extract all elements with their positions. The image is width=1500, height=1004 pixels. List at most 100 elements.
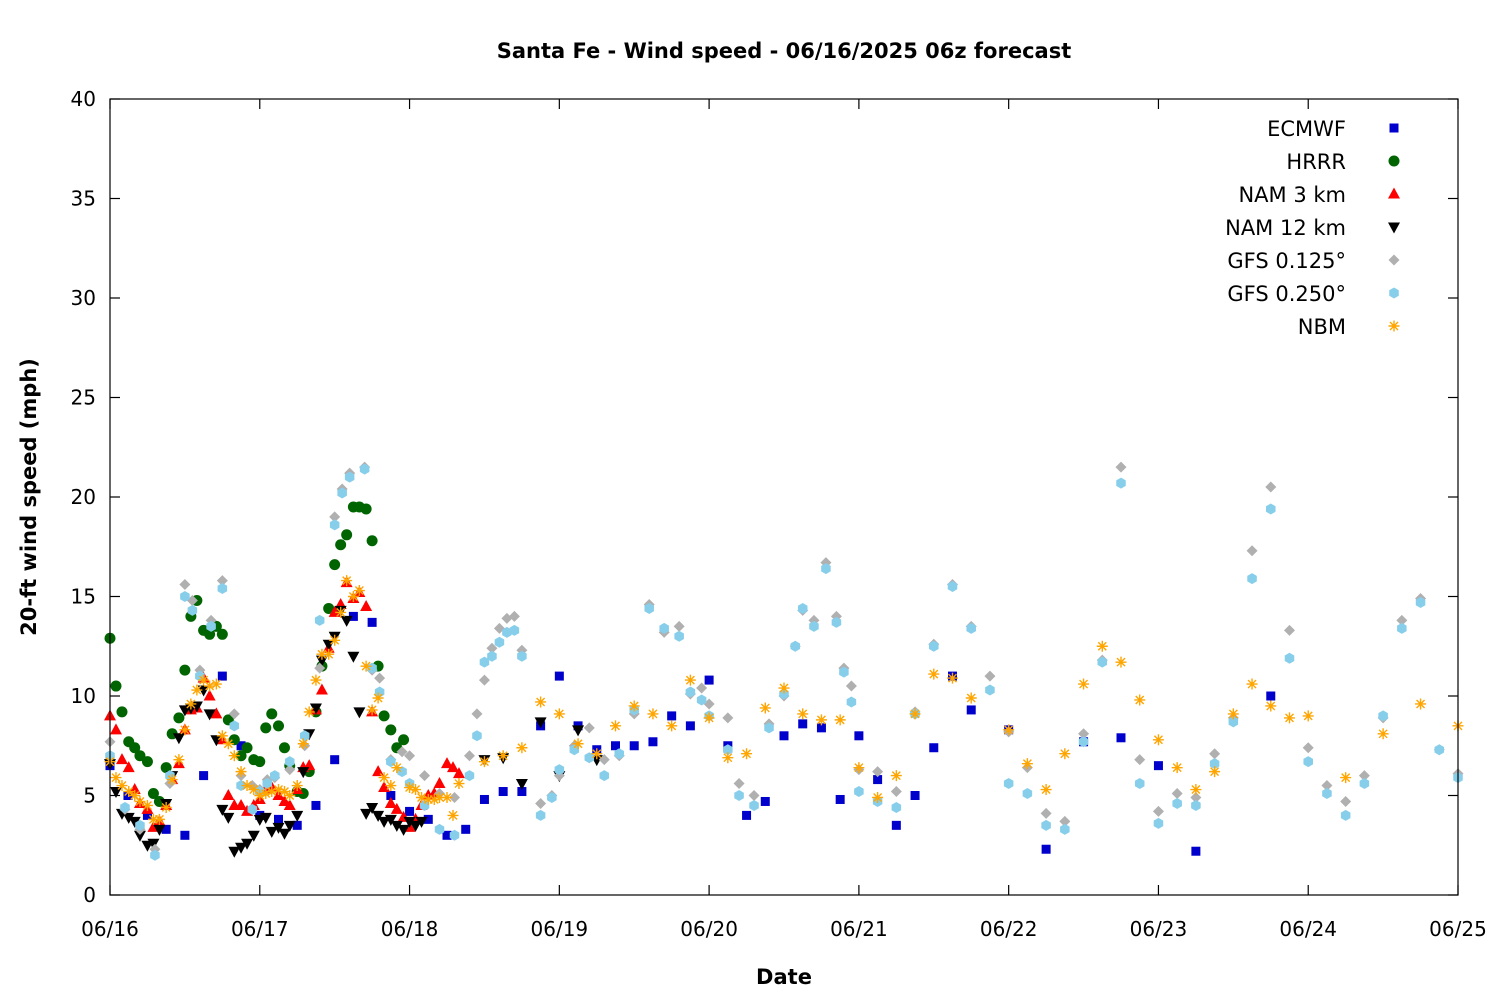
data-point xyxy=(235,766,247,778)
data-point xyxy=(398,734,410,746)
data-point xyxy=(647,708,659,720)
y-tick-label: 20 xyxy=(71,485,96,509)
data-point xyxy=(834,714,846,726)
data-point xyxy=(241,742,253,754)
x-tick-label: 06/19 xyxy=(531,917,589,941)
data-point xyxy=(1134,778,1145,790)
data-point xyxy=(965,692,977,704)
data-point xyxy=(330,755,340,765)
data-point xyxy=(329,519,340,531)
data-point xyxy=(217,583,228,595)
series-diamond xyxy=(104,461,1464,855)
data-point xyxy=(1171,788,1183,800)
data-point xyxy=(1078,728,1090,740)
data-point xyxy=(498,787,508,797)
data-point xyxy=(1190,791,1202,803)
data-point xyxy=(628,700,640,712)
data-point xyxy=(1415,698,1427,710)
data-point xyxy=(947,672,958,684)
data-point xyxy=(173,754,185,766)
data-point xyxy=(648,737,658,747)
data-point xyxy=(110,680,122,692)
data-point xyxy=(1116,477,1126,489)
data-point xyxy=(985,684,995,696)
data-point xyxy=(278,742,290,754)
data-point xyxy=(210,707,223,719)
data-point xyxy=(1284,712,1295,724)
data-point xyxy=(598,754,610,766)
data-point xyxy=(1134,754,1146,766)
data-point xyxy=(247,830,260,842)
data-point xyxy=(722,712,734,724)
data-point xyxy=(684,674,696,686)
data-point xyxy=(260,722,272,734)
y-tick-label: 30 xyxy=(71,286,96,310)
legend-label: HRRR xyxy=(1286,150,1346,174)
data-point xyxy=(291,780,303,792)
data-point xyxy=(235,750,247,762)
data-point xyxy=(419,770,431,782)
data-point xyxy=(179,724,191,736)
legend-marker xyxy=(1389,287,1399,299)
data-point xyxy=(384,814,397,826)
data-point xyxy=(441,757,453,769)
data-point xyxy=(741,748,753,760)
data-point xyxy=(372,765,385,777)
data-point xyxy=(854,786,864,798)
data-point xyxy=(173,712,185,724)
data-point xyxy=(464,770,475,782)
data-point xyxy=(347,651,360,663)
data-point xyxy=(1266,691,1276,701)
legend-label: NAM 12 km xyxy=(1225,216,1346,240)
data-point xyxy=(497,750,509,762)
data-point xyxy=(217,671,227,681)
data-point xyxy=(391,762,403,774)
data-point xyxy=(797,602,808,614)
data-point xyxy=(147,838,160,850)
data-point xyxy=(129,790,141,801)
data-point xyxy=(314,614,325,626)
data-point xyxy=(831,616,842,628)
data-point xyxy=(141,756,153,768)
data-point xyxy=(1040,784,1052,796)
y-tick-label: 15 xyxy=(71,585,96,609)
data-point xyxy=(572,738,584,750)
data-point xyxy=(929,640,939,652)
data-point xyxy=(374,672,386,684)
data-point xyxy=(299,730,310,742)
data-point xyxy=(494,636,505,648)
data-point xyxy=(206,620,216,632)
data-point xyxy=(247,803,258,815)
data-point xyxy=(153,824,166,836)
data-point xyxy=(742,810,752,820)
data-point xyxy=(501,612,513,624)
data-point xyxy=(385,724,397,736)
data-point xyxy=(685,721,695,731)
data-point xyxy=(674,630,684,642)
data-point xyxy=(853,762,865,774)
x-tick-label: 06/23 xyxy=(1130,917,1188,941)
x-tick-label: 06/24 xyxy=(1279,917,1337,941)
data-point xyxy=(1284,652,1295,664)
data-point xyxy=(166,774,178,786)
data-point xyxy=(274,814,283,824)
series-asterisk xyxy=(104,575,1464,825)
data-point xyxy=(216,730,228,742)
legend-marker xyxy=(1388,222,1400,234)
data-point xyxy=(191,684,203,696)
data-point xyxy=(204,628,216,640)
data-point xyxy=(150,849,160,861)
data-point xyxy=(599,770,610,782)
data-point xyxy=(1303,756,1313,768)
data-point xyxy=(1377,728,1389,740)
data-point xyxy=(372,692,384,704)
data-point xyxy=(216,628,228,640)
data-point xyxy=(366,704,378,716)
y-tick-label: 25 xyxy=(71,386,96,410)
data-point xyxy=(122,761,135,773)
data-point xyxy=(667,711,677,721)
data-point xyxy=(778,682,790,694)
data-point xyxy=(1228,716,1239,728)
